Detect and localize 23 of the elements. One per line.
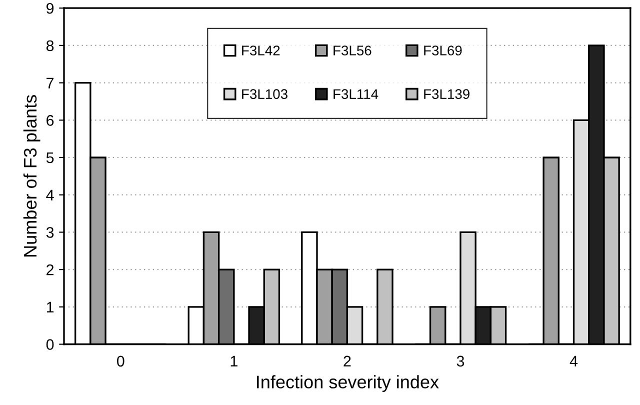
y-tick-label: 3 xyxy=(46,227,54,238)
legend-label: F3L69 xyxy=(424,46,462,56)
legend-label: F3L139 xyxy=(424,89,470,100)
y-tick-label: 7 xyxy=(46,78,54,88)
x-tick-label: 1 xyxy=(230,356,238,366)
legend-label: F3L42 xyxy=(242,46,280,56)
y-tick-label: 9 xyxy=(46,2,54,14)
y-tick-label: 4 xyxy=(46,190,54,200)
legend-label: F3L103 xyxy=(242,89,288,100)
x-tick-label: 4 xyxy=(570,356,578,366)
x-tick-label: 3 xyxy=(456,356,464,367)
x-tick-label: 0 xyxy=(116,356,124,367)
x-axis-title: Infection severity index xyxy=(257,375,439,392)
y-tick-label: 1 xyxy=(46,302,54,312)
y-tick-label: 2 xyxy=(46,264,54,276)
y-tick-label: 8 xyxy=(46,40,54,52)
y-axis-title: Number of F3 plants xyxy=(23,95,40,256)
legend-label: F3L56 xyxy=(334,46,372,56)
y-tick-label: 5 xyxy=(46,152,54,164)
y-tick-label: 6 xyxy=(46,115,54,126)
y-tick-label: 0 xyxy=(46,339,54,350)
x-tick-label: 2 xyxy=(344,356,351,366)
legend-label: F3L114 xyxy=(334,89,378,100)
